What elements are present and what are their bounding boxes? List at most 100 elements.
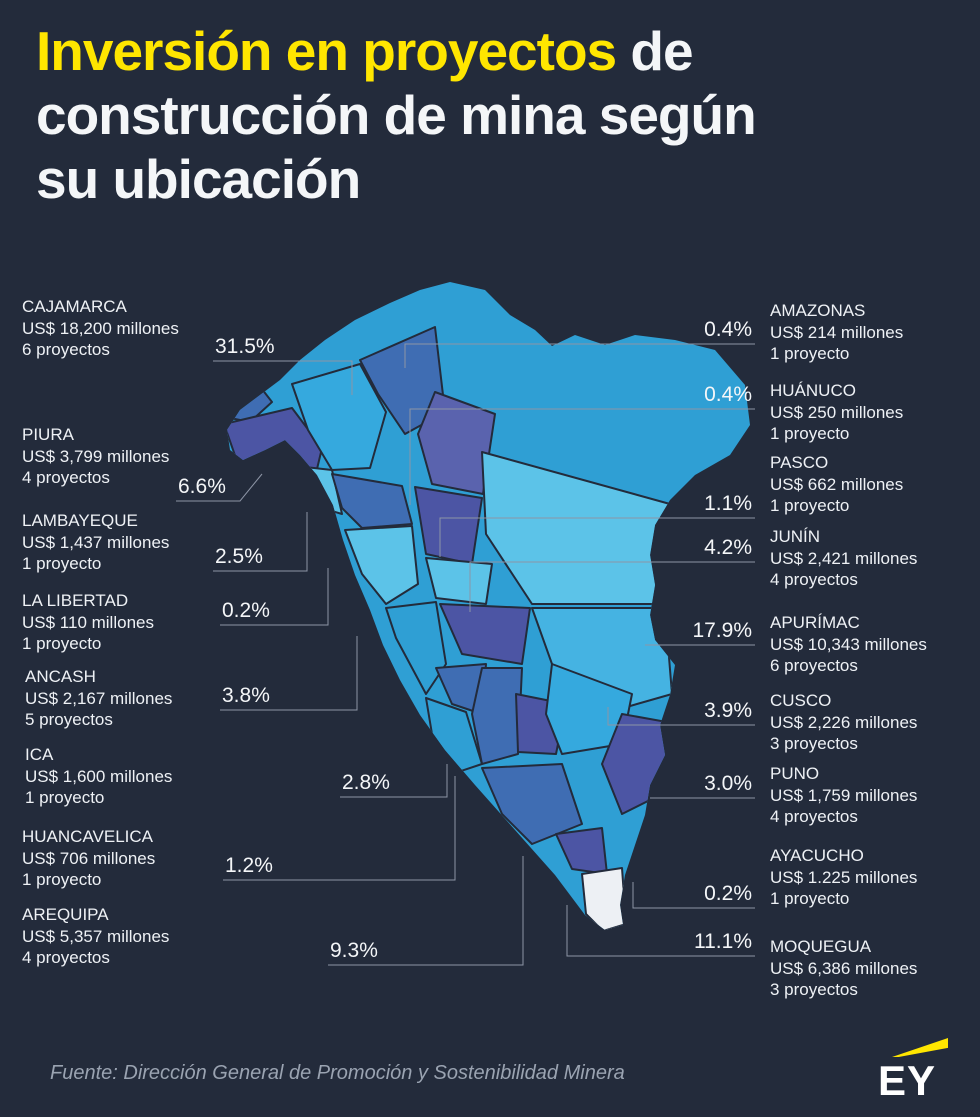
title-highlight: Inversión en proyectos bbox=[36, 20, 617, 82]
region-block-puno: PUNO US$ 1,759 millones 4 proyectos bbox=[770, 763, 917, 828]
region-block-junin: JUNÍN US$ 2,421 millones 4 proyectos bbox=[770, 526, 917, 591]
title-line2: construcción de mina según bbox=[36, 83, 757, 146]
pct-huanuco: 0.4% bbox=[704, 383, 752, 406]
map-region-ica bbox=[425, 697, 483, 775]
region-name: MOQUEGUA bbox=[770, 937, 872, 956]
region-name: ICA bbox=[25, 745, 54, 764]
region-name: ANCASH bbox=[25, 667, 96, 686]
region-name: APURÍMAC bbox=[770, 613, 860, 632]
region-block-pasco: PASCO US$ 662 millones 1 proyecto bbox=[770, 452, 903, 517]
region-block-apurimac: APURÍMAC US$ 10,343 millones 6 proyectos bbox=[770, 612, 927, 677]
region-name: CAJAMARCA bbox=[22, 297, 127, 316]
pct-arequipa: 9.3% bbox=[330, 939, 378, 962]
region-block-moquegua: MOQUEGUA US$ 6,386 millones 3 proyectos bbox=[770, 936, 917, 1001]
region-name: LA LIBERTAD bbox=[22, 591, 129, 610]
region-projects: 6 proyectos bbox=[22, 340, 110, 359]
region-amount: US$ 214 millones bbox=[770, 322, 904, 342]
region-amount: US$ 5,357 millones bbox=[22, 926, 170, 946]
region-projects: 1 proyecto bbox=[22, 554, 102, 573]
region-name: JUNÍN bbox=[770, 527, 821, 546]
map-region-huanuco bbox=[414, 486, 483, 565]
ey-beam-icon bbox=[892, 1038, 948, 1057]
region-projects: 1 proyecto bbox=[25, 788, 105, 807]
region-projects: 1 proyecto bbox=[770, 344, 850, 363]
pct-cusco: 3.9% bbox=[704, 699, 752, 722]
region-projects: 1 proyecto bbox=[22, 870, 102, 889]
region-projects: 4 proyectos bbox=[770, 807, 858, 826]
map-region-lima bbox=[385, 601, 447, 695]
pct-puno: 3.0% bbox=[704, 772, 752, 795]
region-name: HUANCAVELICA bbox=[22, 827, 153, 846]
region-block-piura: PIURA US$ 3,799 millones 4 proyectos bbox=[22, 424, 169, 489]
region-block-cajamarca: CAJAMARCA US$ 18,200 millones 6 proyecto… bbox=[22, 296, 179, 361]
peru-map bbox=[227, 282, 750, 930]
region-block-huancavelica: HUANCAVELICA US$ 706 millones 1 proyecto bbox=[22, 826, 155, 891]
region-amount: US$ 662 millones bbox=[770, 474, 904, 494]
region-projects: 4 proyectos bbox=[22, 468, 110, 487]
region-name: PUNO bbox=[770, 764, 820, 783]
pct-huancavelica: 1.2% bbox=[225, 854, 273, 877]
region-amount: US$ 2,167 millones bbox=[25, 688, 173, 708]
region-projects: 3 proyectos bbox=[770, 734, 858, 753]
region-amount: US$ 18,200 millones bbox=[22, 318, 179, 338]
pct-ayacucho: 0.2% bbox=[704, 882, 752, 905]
map-region-ancash bbox=[344, 525, 419, 605]
pct-la-libertad: 0.2% bbox=[222, 599, 270, 622]
title-line3: su ubicación bbox=[36, 147, 361, 210]
region-block-amazonas: AMAZONAS US$ 214 millones 1 proyecto bbox=[770, 300, 903, 365]
page-title: Inversión en proyectos de construcción d… bbox=[36, 20, 757, 211]
region-projects: 4 proyectos bbox=[22, 948, 110, 967]
pct-pasco: 1.1% bbox=[704, 492, 752, 515]
source-attribution: Fuente: Dirección General de Promoción y… bbox=[50, 1062, 625, 1084]
ey-logo: EY bbox=[878, 1038, 954, 1102]
region-block-ancash: ANCASH US$ 2,167 millones 5 proyectos bbox=[25, 666, 172, 731]
pct-cajamarca: 31.5% bbox=[215, 335, 275, 358]
pct-lambayeque: 2.5% bbox=[215, 545, 263, 568]
region-amount: US$ 1.225 millones bbox=[770, 867, 918, 887]
ey-logo-text: EY bbox=[878, 1057, 937, 1104]
map-region-cusco bbox=[545, 663, 633, 755]
pct-piura: 6.6% bbox=[178, 475, 226, 498]
region-projects: 6 proyectos bbox=[770, 656, 858, 675]
region-name: AREQUIPA bbox=[22, 905, 109, 924]
region-projects: 5 proyectos bbox=[25, 710, 113, 729]
map-region-lambayeque bbox=[277, 463, 343, 515]
map-region-tacna bbox=[581, 867, 627, 930]
region-amount: US$ 2,421 millones bbox=[770, 548, 918, 568]
region-block-cusco: CUSCO US$ 2,226 millones 3 proyectos bbox=[770, 690, 917, 755]
region-amount: US$ 10,343 millones bbox=[770, 634, 927, 654]
region-amount: US$ 1,759 millones bbox=[770, 785, 918, 805]
region-amount: US$ 706 millones bbox=[22, 848, 156, 868]
region-amount: US$ 1,437 millones bbox=[22, 532, 170, 552]
region-projects: 3 proyectos bbox=[770, 980, 858, 999]
pct-ica: 2.8% bbox=[342, 771, 390, 794]
title-line1-rest: de bbox=[616, 20, 693, 82]
region-name: AMAZONAS bbox=[770, 301, 866, 320]
region-name: LAMBAYEQUE bbox=[22, 511, 138, 530]
region-name: AYACUCHO bbox=[770, 846, 864, 865]
region-block-ayacucho: AYACUCHO US$ 1.225 millones 1 proyecto bbox=[770, 845, 917, 910]
region-amount: US$ 110 millones bbox=[22, 612, 154, 632]
pct-junin: 4.2% bbox=[704, 536, 752, 559]
region-projects: 1 proyecto bbox=[770, 889, 850, 908]
title-line1: Inversión en proyectos de bbox=[36, 20, 756, 84]
region-projects: 4 proyectos bbox=[770, 570, 858, 589]
region-name: HUÁNUCO bbox=[770, 381, 856, 400]
region-projects: 1 proyecto bbox=[22, 634, 102, 653]
region-block-ica: ICA US$ 1,600 millones 1 proyecto bbox=[25, 744, 172, 809]
region-projects: 1 proyecto bbox=[770, 424, 850, 443]
pct-ancash: 3.8% bbox=[222, 684, 270, 707]
pct-moquegua: 11.1% bbox=[694, 930, 752, 953]
pct-amazonas: 0.4% bbox=[704, 318, 752, 341]
region-name: CUSCO bbox=[770, 691, 832, 710]
map-region-la-libertad bbox=[331, 473, 413, 529]
pct-apurimac: 17.9% bbox=[692, 619, 752, 642]
region-projects: 1 proyecto bbox=[770, 496, 850, 515]
region-amount: US$ 3,799 millones bbox=[22, 446, 170, 466]
region-amount: US$ 250 millones bbox=[770, 402, 904, 422]
map-region-ayacucho bbox=[471, 667, 523, 765]
region-block-arequipa: AREQUIPA US$ 5,357 millones 4 proyectos bbox=[22, 904, 169, 969]
region-name: PIURA bbox=[22, 425, 74, 444]
region-block-lambayeque: LAMBAYEQUE US$ 1,437 millones 1 proyecto bbox=[22, 510, 169, 575]
